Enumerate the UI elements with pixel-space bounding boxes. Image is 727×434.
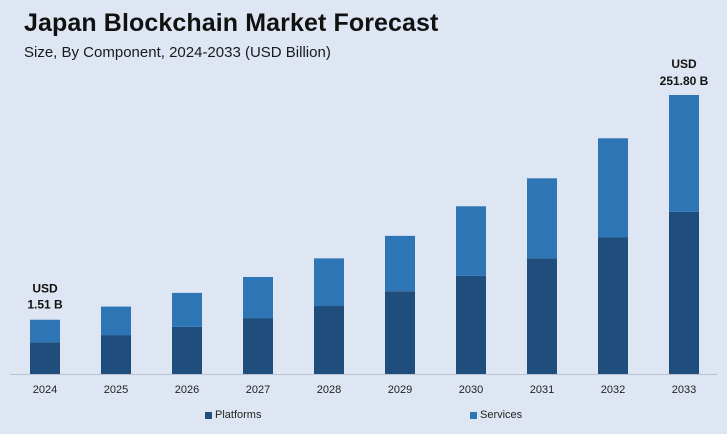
bar-platforms-2026 xyxy=(172,326,202,374)
x-tick-label: 2029 xyxy=(388,384,412,396)
x-tick-label: 2025 xyxy=(104,384,128,396)
legend-swatch-platforms xyxy=(205,411,212,419)
bar-services-2029 xyxy=(385,235,415,292)
chart-subtitle: Size, By Component, 2024-2033 (USD Billi… xyxy=(24,44,331,61)
x-tick-label: 2027 xyxy=(246,384,270,396)
x-tick-label: 2028 xyxy=(317,384,341,396)
x-tick-label: 2024 xyxy=(33,384,57,396)
bar-services-2025 xyxy=(101,306,131,336)
legend-item-platforms: Platforms xyxy=(205,409,261,421)
end-annotation-value: 251.80 B xyxy=(660,74,709,88)
legend-label-platforms: Platforms xyxy=(215,409,262,421)
bars-group xyxy=(30,94,699,374)
start-annotation-value: 1.51 B xyxy=(27,298,63,312)
x-tick-label: 2033 xyxy=(672,384,696,396)
bar-services-2033 xyxy=(669,94,699,212)
bar-services-2028 xyxy=(314,258,344,307)
x-tick-label: 2032 xyxy=(601,384,625,396)
bar-platforms-2027 xyxy=(243,318,273,374)
legend-item-services: Services xyxy=(470,409,522,421)
bar-platforms-2033 xyxy=(669,211,699,374)
legend-swatch-services xyxy=(470,411,477,419)
chart-legend: Platforms Services xyxy=(0,409,727,425)
bar-platforms-2024 xyxy=(30,342,60,374)
bar-platforms-2028 xyxy=(314,306,344,374)
end-annotation-currency: USD xyxy=(671,57,697,71)
x-tick-label: 2026 xyxy=(175,384,199,396)
bar-services-2030 xyxy=(456,206,486,276)
bar-services-2024 xyxy=(30,319,60,343)
start-annotation-currency: USD xyxy=(32,282,58,296)
bar-services-2032 xyxy=(598,138,628,238)
x-tick-labels: 2024 2025 2026 2027 2028 2029 2030 2031 2032 2033 xyxy=(33,384,696,396)
bar-services-2031 xyxy=(527,178,557,259)
bar-platforms-2031 xyxy=(527,258,557,374)
legend-label-services: Services xyxy=(480,409,523,421)
bar-platforms-2029 xyxy=(385,291,415,374)
bar-platforms-2030 xyxy=(456,275,486,374)
x-tick-label: 2030 xyxy=(459,384,483,396)
bar-services-2026 xyxy=(172,292,202,327)
x-tick-label: 2031 xyxy=(530,384,554,396)
bar-platforms-2032 xyxy=(598,237,628,374)
chart-title: Japan Blockchain Market Forecast xyxy=(24,9,439,37)
bar-platforms-2025 xyxy=(101,335,131,374)
bar-services-2027 xyxy=(243,276,273,319)
